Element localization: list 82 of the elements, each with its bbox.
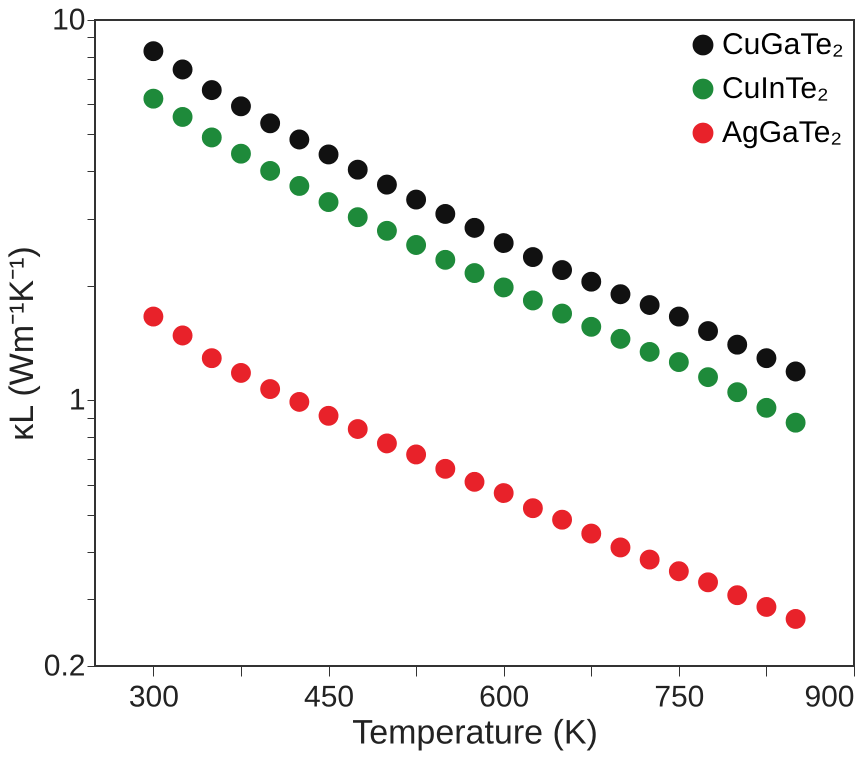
- point: [347, 418, 368, 440]
- point: [434, 249, 456, 270]
- point: [522, 290, 544, 311]
- point: [260, 378, 281, 400]
- point: [756, 397, 777, 418]
- point: [639, 294, 660, 316]
- point: [493, 276, 514, 298]
- point: [434, 458, 456, 480]
- point: [172, 58, 194, 80]
- point: [493, 482, 514, 504]
- point: [318, 192, 340, 213]
- y-tick-label: 10: [52, 4, 86, 36]
- point: [142, 40, 164, 62]
- point: [522, 246, 544, 268]
- point: [376, 174, 398, 196]
- x-tick-label: 450: [304, 680, 354, 714]
- point: [668, 560, 690, 582]
- point: [347, 159, 368, 180]
- point: [376, 432, 398, 454]
- point: [552, 260, 573, 281]
- point: [668, 352, 690, 373]
- point: [580, 271, 602, 292]
- point: [756, 596, 777, 618]
- point: [434, 203, 456, 224]
- legend-label: AgGaTe₂: [722, 116, 842, 149]
- point: [464, 217, 486, 238]
- legend-label: CuInTe₂: [722, 72, 829, 105]
- point: [172, 106, 194, 128]
- point: [639, 549, 660, 570]
- point: [697, 572, 719, 593]
- point: [464, 262, 486, 284]
- point: [172, 324, 194, 346]
- point: [406, 444, 427, 466]
- point: [201, 348, 222, 369]
- point: [697, 366, 719, 388]
- point: [318, 144, 340, 165]
- point: [552, 509, 573, 530]
- x-tick-label: 600: [479, 680, 530, 714]
- point: [580, 523, 602, 544]
- point: [756, 348, 777, 369]
- point: [610, 536, 632, 558]
- point: [288, 128, 310, 150]
- y-axis-title: κL (Wm⁻¹K⁻¹): [2, 246, 41, 441]
- point: [668, 306, 690, 328]
- point: [493, 232, 514, 254]
- point: [552, 303, 573, 324]
- point: [288, 391, 310, 412]
- x-axis-title: Temperature (K): [352, 714, 598, 752]
- point: [785, 412, 806, 434]
- point: [201, 126, 222, 148]
- point: [726, 334, 748, 356]
- point: [142, 306, 164, 328]
- point: [230, 96, 252, 117]
- point: [260, 112, 281, 134]
- y-tick-label: 0.2: [44, 650, 86, 682]
- point: [230, 362, 252, 384]
- point: [726, 382, 748, 403]
- point: [580, 316, 602, 338]
- y-tick-label: 1: [68, 384, 86, 417]
- x-tick-label: 750: [654, 680, 704, 714]
- legend-label: CuGaTe₂: [722, 28, 844, 61]
- point: [318, 405, 340, 426]
- point: [785, 608, 806, 630]
- point: [347, 206, 368, 228]
- point: [610, 284, 632, 305]
- point: [639, 341, 660, 362]
- x-tick-label: 300: [128, 680, 179, 714]
- point: [406, 189, 427, 210]
- point: [726, 584, 748, 606]
- point: [522, 498, 544, 519]
- point: [464, 471, 486, 492]
- point: [260, 160, 281, 182]
- x-tick-label: 900: [804, 680, 854, 714]
- point: [230, 143, 252, 164]
- point: [406, 234, 427, 256]
- point: [288, 175, 310, 197]
- point: [785, 360, 806, 382]
- point: [201, 80, 222, 101]
- point: [610, 328, 632, 350]
- point: [142, 88, 164, 110]
- point: [376, 220, 398, 242]
- point: [697, 320, 719, 342]
